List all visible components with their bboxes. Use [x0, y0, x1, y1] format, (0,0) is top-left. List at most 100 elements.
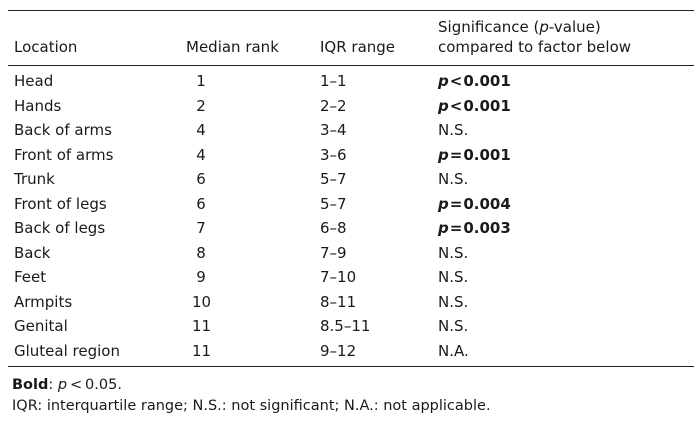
cell-iqr-range: 7–9 [320, 243, 347, 262]
p-value: 0.001 [463, 72, 511, 90]
cell-iqr-range: 8.5–11 [320, 317, 371, 335]
cell-iqr-range: 3–4 [320, 121, 347, 139]
p-symbol: p [438, 96, 449, 115]
significance-value: p=0.003 [438, 219, 511, 237]
significance-text: N.S. [438, 243, 469, 262]
header-iqr-range: IQR range [320, 38, 396, 56]
median-value: 8 [196, 243, 206, 262]
p-value: 0.001 [463, 96, 511, 115]
cell-median-rank: 10 [180, 290, 314, 315]
p-operator: < [449, 72, 463, 90]
cell-location: Gluteal region [14, 341, 120, 360]
cell-significance: N.S. [432, 118, 694, 143]
cell-location: Hands [14, 96, 62, 115]
significance-text: N.S. [438, 121, 469, 139]
p-operator: < [449, 96, 463, 115]
cell-median-rank: 2 [180, 94, 314, 119]
cell-location: Back [14, 243, 51, 262]
p-symbol: p [438, 145, 449, 164]
cell-location: Front of legs [14, 194, 107, 213]
cell-iqr-range: 1–1 [320, 72, 347, 90]
table-row: Feet 9 7–10 N.S. [8, 265, 694, 290]
median-value: 1 [196, 72, 206, 90]
significance-value: p=0.004 [438, 195, 511, 213]
cell-location: Head [14, 72, 54, 90]
table-row: Genital 11 8.5–11 N.S. [8, 314, 694, 339]
p-symbol: p [438, 194, 449, 213]
header-sig-p: p [539, 18, 549, 36]
p-symbol: p [438, 219, 449, 237]
cell-median-rank: 4 [180, 143, 314, 168]
table-row: Front of legs 6 5–7 p=0.004 [8, 192, 694, 217]
p-value: 0.003 [463, 219, 511, 237]
cell-significance: N.S. [432, 167, 694, 192]
header-sig-line2: compared to factor below [438, 38, 632, 56]
significance-text: N.S. [438, 268, 469, 286]
cell-location: Feet [14, 268, 47, 286]
cell-median-rank: 6 [180, 192, 314, 217]
cell-location: Back of arms [14, 121, 112, 139]
table-container: Location Median rank IQR range Significa… [8, 10, 694, 417]
median-value: 6 [196, 170, 206, 188]
header-sig-post: -value) [548, 18, 601, 36]
note-bold-word: Bold [12, 377, 49, 393]
cell-location: Back of legs [14, 219, 106, 237]
p-symbol: p [438, 72, 449, 90]
note-threshold: < 0.05. [67, 377, 122, 393]
median-value: 4 [196, 145, 206, 164]
header-row: Location Median rank IQR range Significa… [8, 10, 694, 66]
median-value: 9 [196, 268, 206, 286]
p-operator: = [449, 145, 463, 164]
cell-significance: N.S. [432, 265, 694, 290]
cell-significance: N.A. [432, 339, 694, 367]
cell-median-rank: 9 [180, 265, 314, 290]
header-median-rank: Median rank [186, 38, 279, 56]
p-operator: = [449, 219, 463, 237]
cell-iqr-range: 2–2 [320, 96, 347, 115]
table-row: Gluteal region 11 9–12 N.A. [8, 339, 694, 367]
note-p: p [57, 377, 68, 393]
cell-significance: p<0.001 [432, 66, 694, 94]
significance-text: N.A. [438, 341, 469, 360]
cell-location: Genital [14, 317, 68, 335]
note-bold-legend: Bold: p < 0.05. [12, 375, 694, 396]
median-value: 2 [196, 96, 206, 115]
cell-significance: p=0.001 [432, 143, 694, 168]
rank-table: Location Median rank IQR range Significa… [8, 10, 694, 367]
table-row: Back of legs 7 6–8 p=0.003 [8, 216, 694, 241]
significance-text: N.S. [438, 292, 469, 311]
significance-text: N.S. [438, 317, 469, 335]
cell-iqr-range: 9–12 [320, 341, 357, 360]
p-value: 0.004 [463, 194, 511, 213]
header-sig-pre: Significance ( [438, 18, 540, 36]
header-location: Location [14, 38, 78, 56]
median-value: 4 [196, 121, 206, 139]
table-row: Back 8 7–9 N.S. [8, 241, 694, 266]
significance-text: N.S. [438, 170, 469, 188]
cell-significance: N.S. [432, 290, 694, 315]
cell-median-rank: 7 [180, 216, 314, 241]
p-operator: = [449, 194, 463, 213]
significance-value: p=0.001 [438, 146, 511, 164]
median-value: 11 [192, 341, 212, 360]
cell-median-rank: 11 [180, 314, 314, 339]
table-row: Trunk 6 5–7 N.S. [8, 167, 694, 192]
cell-iqr-range: 3–6 [320, 145, 347, 164]
header-significance: Significance (p-value) compared to facto… [432, 11, 694, 66]
cell-iqr-range: 8–11 [320, 292, 357, 311]
table-header: Location Median rank IQR range Significa… [8, 10, 694, 66]
cell-significance: N.S. [432, 241, 694, 266]
median-value: 7 [196, 219, 206, 237]
cell-median-rank: 6 [180, 167, 314, 192]
table-row: Back of arms 4 3–4 N.S. [8, 118, 694, 143]
cell-significance: N.S. [432, 314, 694, 339]
significance-value: p<0.001 [438, 97, 511, 115]
cell-location: Front of arms [14, 145, 114, 164]
cell-iqr-range: 5–7 [320, 194, 347, 213]
cell-median-rank: 11 [180, 339, 314, 367]
cell-significance: p<0.001 [432, 94, 694, 119]
median-value: 6 [196, 194, 206, 213]
median-value: 10 [192, 292, 212, 311]
cell-median-rank: 4 [180, 118, 314, 143]
table-row: Armpits 10 8–11 N.S. [8, 290, 694, 315]
